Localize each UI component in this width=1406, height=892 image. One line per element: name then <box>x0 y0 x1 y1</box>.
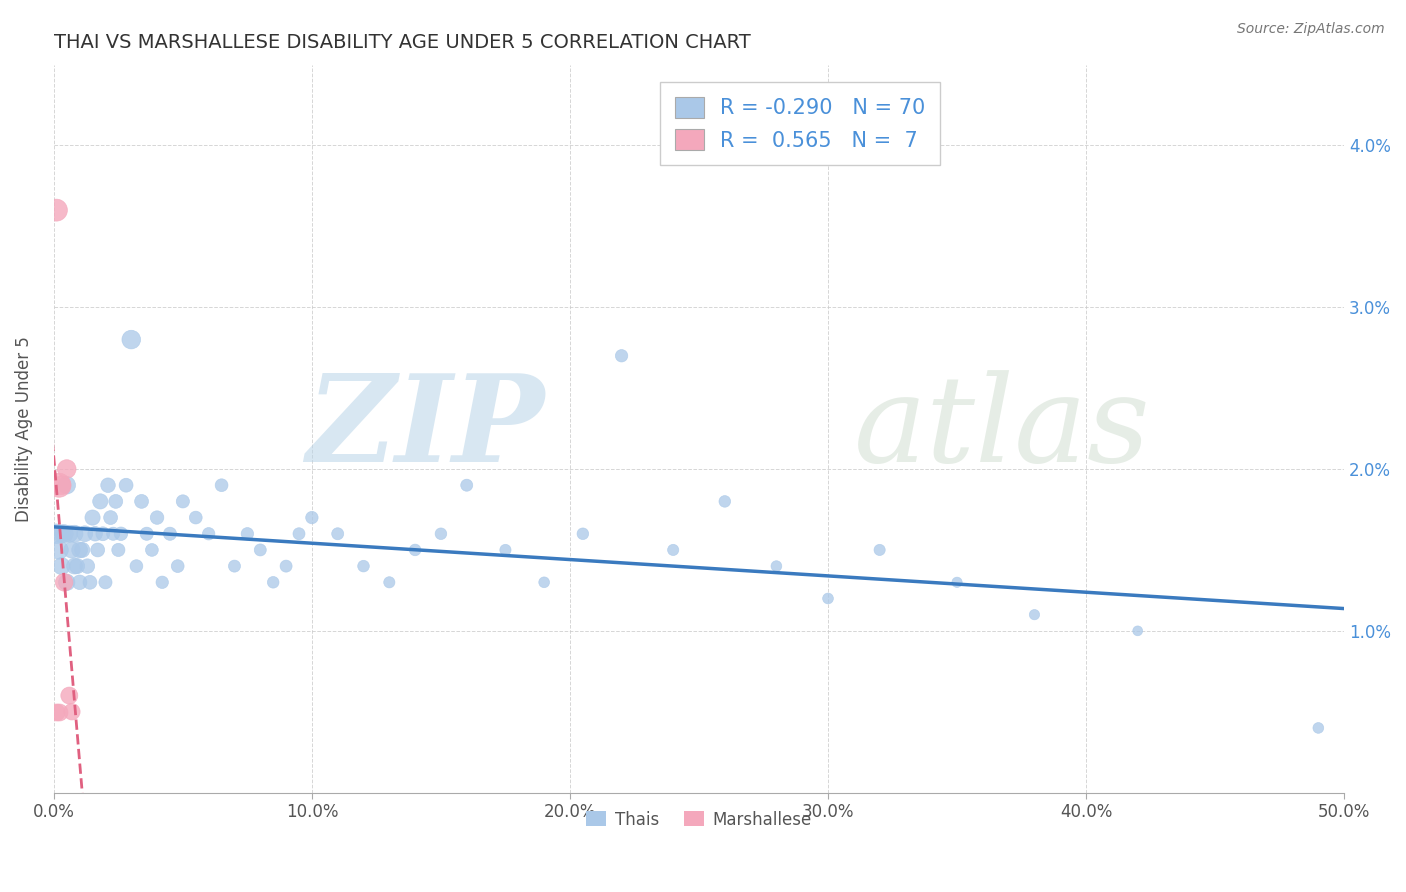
Point <box>82 510 104 524</box>
Legend: Thais, Marshallese: Thais, Marshallese <box>579 804 818 835</box>
Point <box>184 510 207 524</box>
Point <box>946 575 969 590</box>
Point <box>45 526 67 541</box>
Point <box>107 543 129 558</box>
Point <box>58 689 80 703</box>
Point <box>69 543 91 558</box>
Point <box>150 575 173 590</box>
Point <box>378 575 401 590</box>
Point <box>51 478 73 492</box>
Point <box>301 510 323 524</box>
Point <box>274 559 297 574</box>
Point <box>224 559 246 574</box>
Point <box>159 526 181 541</box>
Point <box>51 526 73 541</box>
Point <box>103 526 125 541</box>
Point <box>55 575 77 590</box>
Point <box>73 526 96 541</box>
Point <box>404 543 426 558</box>
Point <box>48 478 70 492</box>
Point <box>146 510 169 524</box>
Point <box>86 543 108 558</box>
Text: atlas: atlas <box>853 370 1150 487</box>
Point <box>104 494 127 508</box>
Point <box>97 478 120 492</box>
Point <box>58 526 80 541</box>
Point <box>249 543 271 558</box>
Point <box>76 559 98 574</box>
Point <box>66 559 89 574</box>
Point <box>45 203 67 218</box>
Point <box>48 705 70 719</box>
Point <box>1024 607 1046 622</box>
Point <box>765 559 787 574</box>
Text: Source: ZipAtlas.com: Source: ZipAtlas.com <box>1237 22 1385 37</box>
Point <box>53 526 76 541</box>
Point <box>430 526 453 541</box>
Point <box>197 526 219 541</box>
Point <box>69 575 91 590</box>
Point <box>533 575 555 590</box>
Point <box>100 510 122 524</box>
Point <box>662 543 685 558</box>
Point <box>53 575 76 590</box>
Point <box>60 705 83 719</box>
Point <box>125 559 148 574</box>
Point <box>63 559 86 574</box>
Point <box>610 349 633 363</box>
Point <box>45 705 67 719</box>
Point <box>211 478 233 492</box>
Point <box>120 333 142 347</box>
Point <box>166 559 188 574</box>
Point <box>51 559 73 574</box>
Point <box>55 478 77 492</box>
Point <box>60 543 83 558</box>
Point <box>353 559 375 574</box>
Point <box>63 526 86 541</box>
Point <box>91 526 114 541</box>
Point <box>79 575 101 590</box>
Point <box>115 478 138 492</box>
Point <box>869 543 891 558</box>
Text: ZIP: ZIP <box>307 369 544 488</box>
Point <box>494 543 516 558</box>
Point <box>1308 721 1330 735</box>
Y-axis label: Disability Age Under 5: Disability Age Under 5 <box>15 335 32 522</box>
Point <box>135 526 157 541</box>
Point <box>288 526 311 541</box>
Point <box>55 462 77 476</box>
Point <box>141 543 163 558</box>
Point <box>131 494 153 508</box>
Point <box>84 526 107 541</box>
Point <box>713 494 735 508</box>
Point <box>94 575 117 590</box>
Text: THAI VS MARSHALLESE DISABILITY AGE UNDER 5 CORRELATION CHART: THAI VS MARSHALLESE DISABILITY AGE UNDER… <box>53 33 751 52</box>
Point <box>110 526 132 541</box>
Point <box>48 543 70 558</box>
Point <box>70 543 93 558</box>
Point <box>326 526 349 541</box>
Point <box>262 575 284 590</box>
Point <box>1126 624 1149 638</box>
Point <box>236 526 259 541</box>
Point <box>456 478 478 492</box>
Point <box>817 591 839 606</box>
Point <box>89 494 111 508</box>
Point <box>572 526 595 541</box>
Point <box>172 494 194 508</box>
